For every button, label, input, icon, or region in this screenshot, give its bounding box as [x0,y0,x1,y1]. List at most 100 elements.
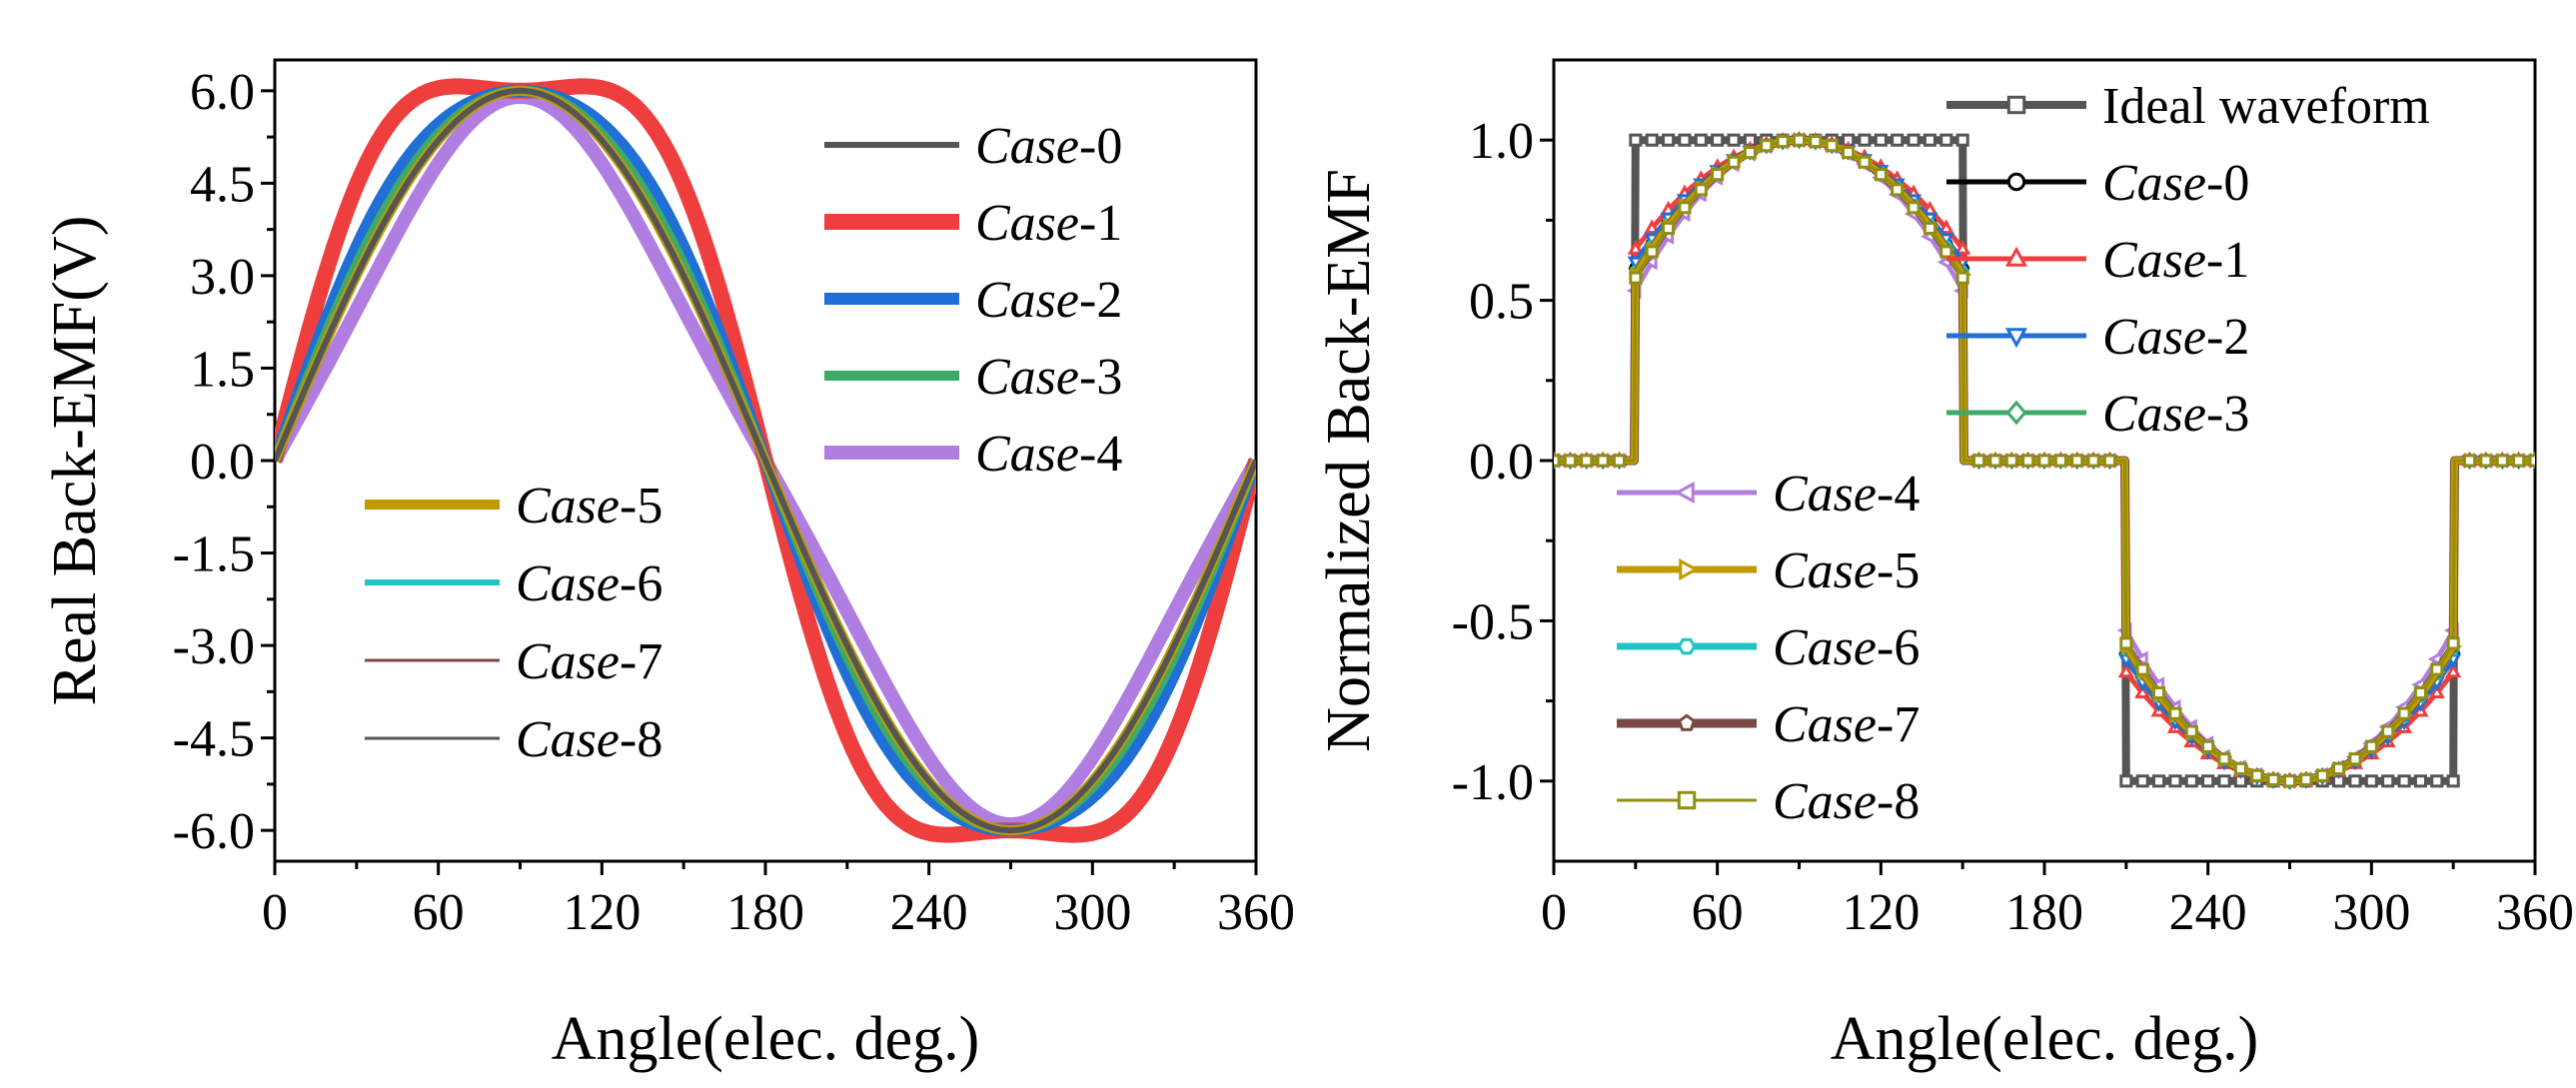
legend-label-suffix: -3 [2206,386,2249,443]
series-marker [1644,219,1661,235]
legend-label: Case-3 [2102,386,2249,443]
legend-marker [1677,713,1697,731]
series-marker [2381,724,2395,738]
y-tick-label: 0.0 [1469,434,1534,491]
series-marker [1971,454,1986,468]
series-marker [1629,133,1643,147]
series-marker [2217,752,2231,766]
legend-marker [2005,400,2027,426]
series-marker [2184,774,2198,788]
legend-label: Case-0 [2102,155,2249,212]
y-tick-label: -1.0 [1452,754,1534,811]
series-marker [2119,636,2133,650]
series-marker [2446,636,2460,650]
x-tick-label: 60 [413,884,465,941]
right-chart-panel: 0 60 120 180 240 300 360 1.0 0.5 0.0 -0.5 -1.0 Angle… [1315,58,2574,1073]
legend-label: Case-6 [1773,619,1920,676]
x-tick-label: 0 [1541,884,1567,941]
legend-label-italic: Case [516,633,620,690]
series-case-8 [1554,133,2535,788]
legend-label-suffix: -2 [1079,272,1122,329]
series-marker [2512,454,2526,468]
series-marker [1923,221,1936,236]
legend-marker [1677,790,1697,810]
left-chart-panel: 0 60 120 180 240 300 360 6.0 4.5 3.0 1.5 0.0 -1.5 -3.… [41,58,1295,1073]
series-marker [2086,454,2100,468]
legend-label: Case-8 [1773,773,1920,830]
series-marker [2462,454,2477,468]
series-marker [1627,240,1644,255]
x-tick-label: 120 [1842,884,1920,941]
legend-label-suffix: -0 [2206,155,2249,212]
series-marker [2217,774,2231,788]
series-marker [2037,454,2051,468]
series-marker [2233,761,2247,775]
series-marker [2397,774,2411,788]
series-marker [1629,271,1643,285]
series-marker [2495,454,2509,468]
series-marker [2135,662,2149,676]
legend-label-italic: Case [2102,155,2206,212]
series-marker [2446,774,2460,788]
series-marker [2430,662,2444,676]
series-marker [2117,662,2134,678]
legend-label: Case-5 [516,478,662,535]
legend-marker [2004,246,2028,267]
series-marker [2133,650,2148,667]
legend-label-italic: Case [1773,773,1877,830]
y-tick-label: 0.0 [190,434,255,491]
y-tick-label: -6.0 [173,803,255,860]
series-marker [1939,133,1953,147]
series-marker [2479,454,2493,468]
y-tick-label: -4.5 [173,711,255,768]
series-marker [2348,774,2362,788]
legend-label: Case-0 [975,118,1122,175]
series-marker [2102,454,2117,468]
series-marker [1891,183,1905,197]
legend-label: Case-7 [1773,696,1920,753]
series-marker [1711,133,1725,147]
series-marker [1937,219,1954,235]
series-marker [1662,221,1676,236]
series-marker [2528,454,2535,468]
legend-label-italic: Case [516,478,620,535]
legend-label: Case-1 [2102,232,2249,289]
series-marker [1727,155,1741,169]
series-marker [2315,768,2329,782]
legend-label: Case-4 [1773,466,1920,523]
series-marker [2201,739,2215,753]
series-marker [1612,454,1627,468]
x-axis-title: Angle(elec. deg.) [552,1005,980,1073]
legend-label-italic: Case [975,426,1079,483]
series-marker [2004,454,2018,468]
series-marker [1645,245,1659,259]
legend-label-suffix: -5 [1877,543,1920,599]
series-marker [2364,774,2378,788]
legend-label-italic: Case [975,349,1079,406]
series-marker [2299,772,2313,786]
x-tick-label: 360 [2496,884,2574,941]
series-marker [2021,454,2035,468]
series-marker [1580,454,1594,468]
series-marker [1809,135,1823,149]
series-marker [2266,772,2280,786]
series-marker [1662,133,1676,147]
series-marker [2430,774,2444,788]
left-plot-area [275,78,1256,843]
series-marker [1891,133,1905,147]
legend-label-italic: Case [1773,696,1877,753]
legend-label-italic: Case [975,118,1079,175]
legend-label-suffix: -4 [1079,426,1122,483]
legend-label: Case-1 [975,195,1122,252]
legend-label-suffix: -6 [1877,619,1920,676]
legend-label: Case-5 [1773,543,1920,599]
series-marker [2445,662,2462,678]
legend-marker [2004,328,2028,349]
legend-label-suffix: -7 [620,633,662,690]
series-marker [1563,454,1577,468]
legend-label-italic: Case [1773,466,1877,523]
x-tick-label: 180 [2005,884,2083,941]
series-marker [1711,168,1725,182]
legend-label: Case-4 [975,426,1122,483]
